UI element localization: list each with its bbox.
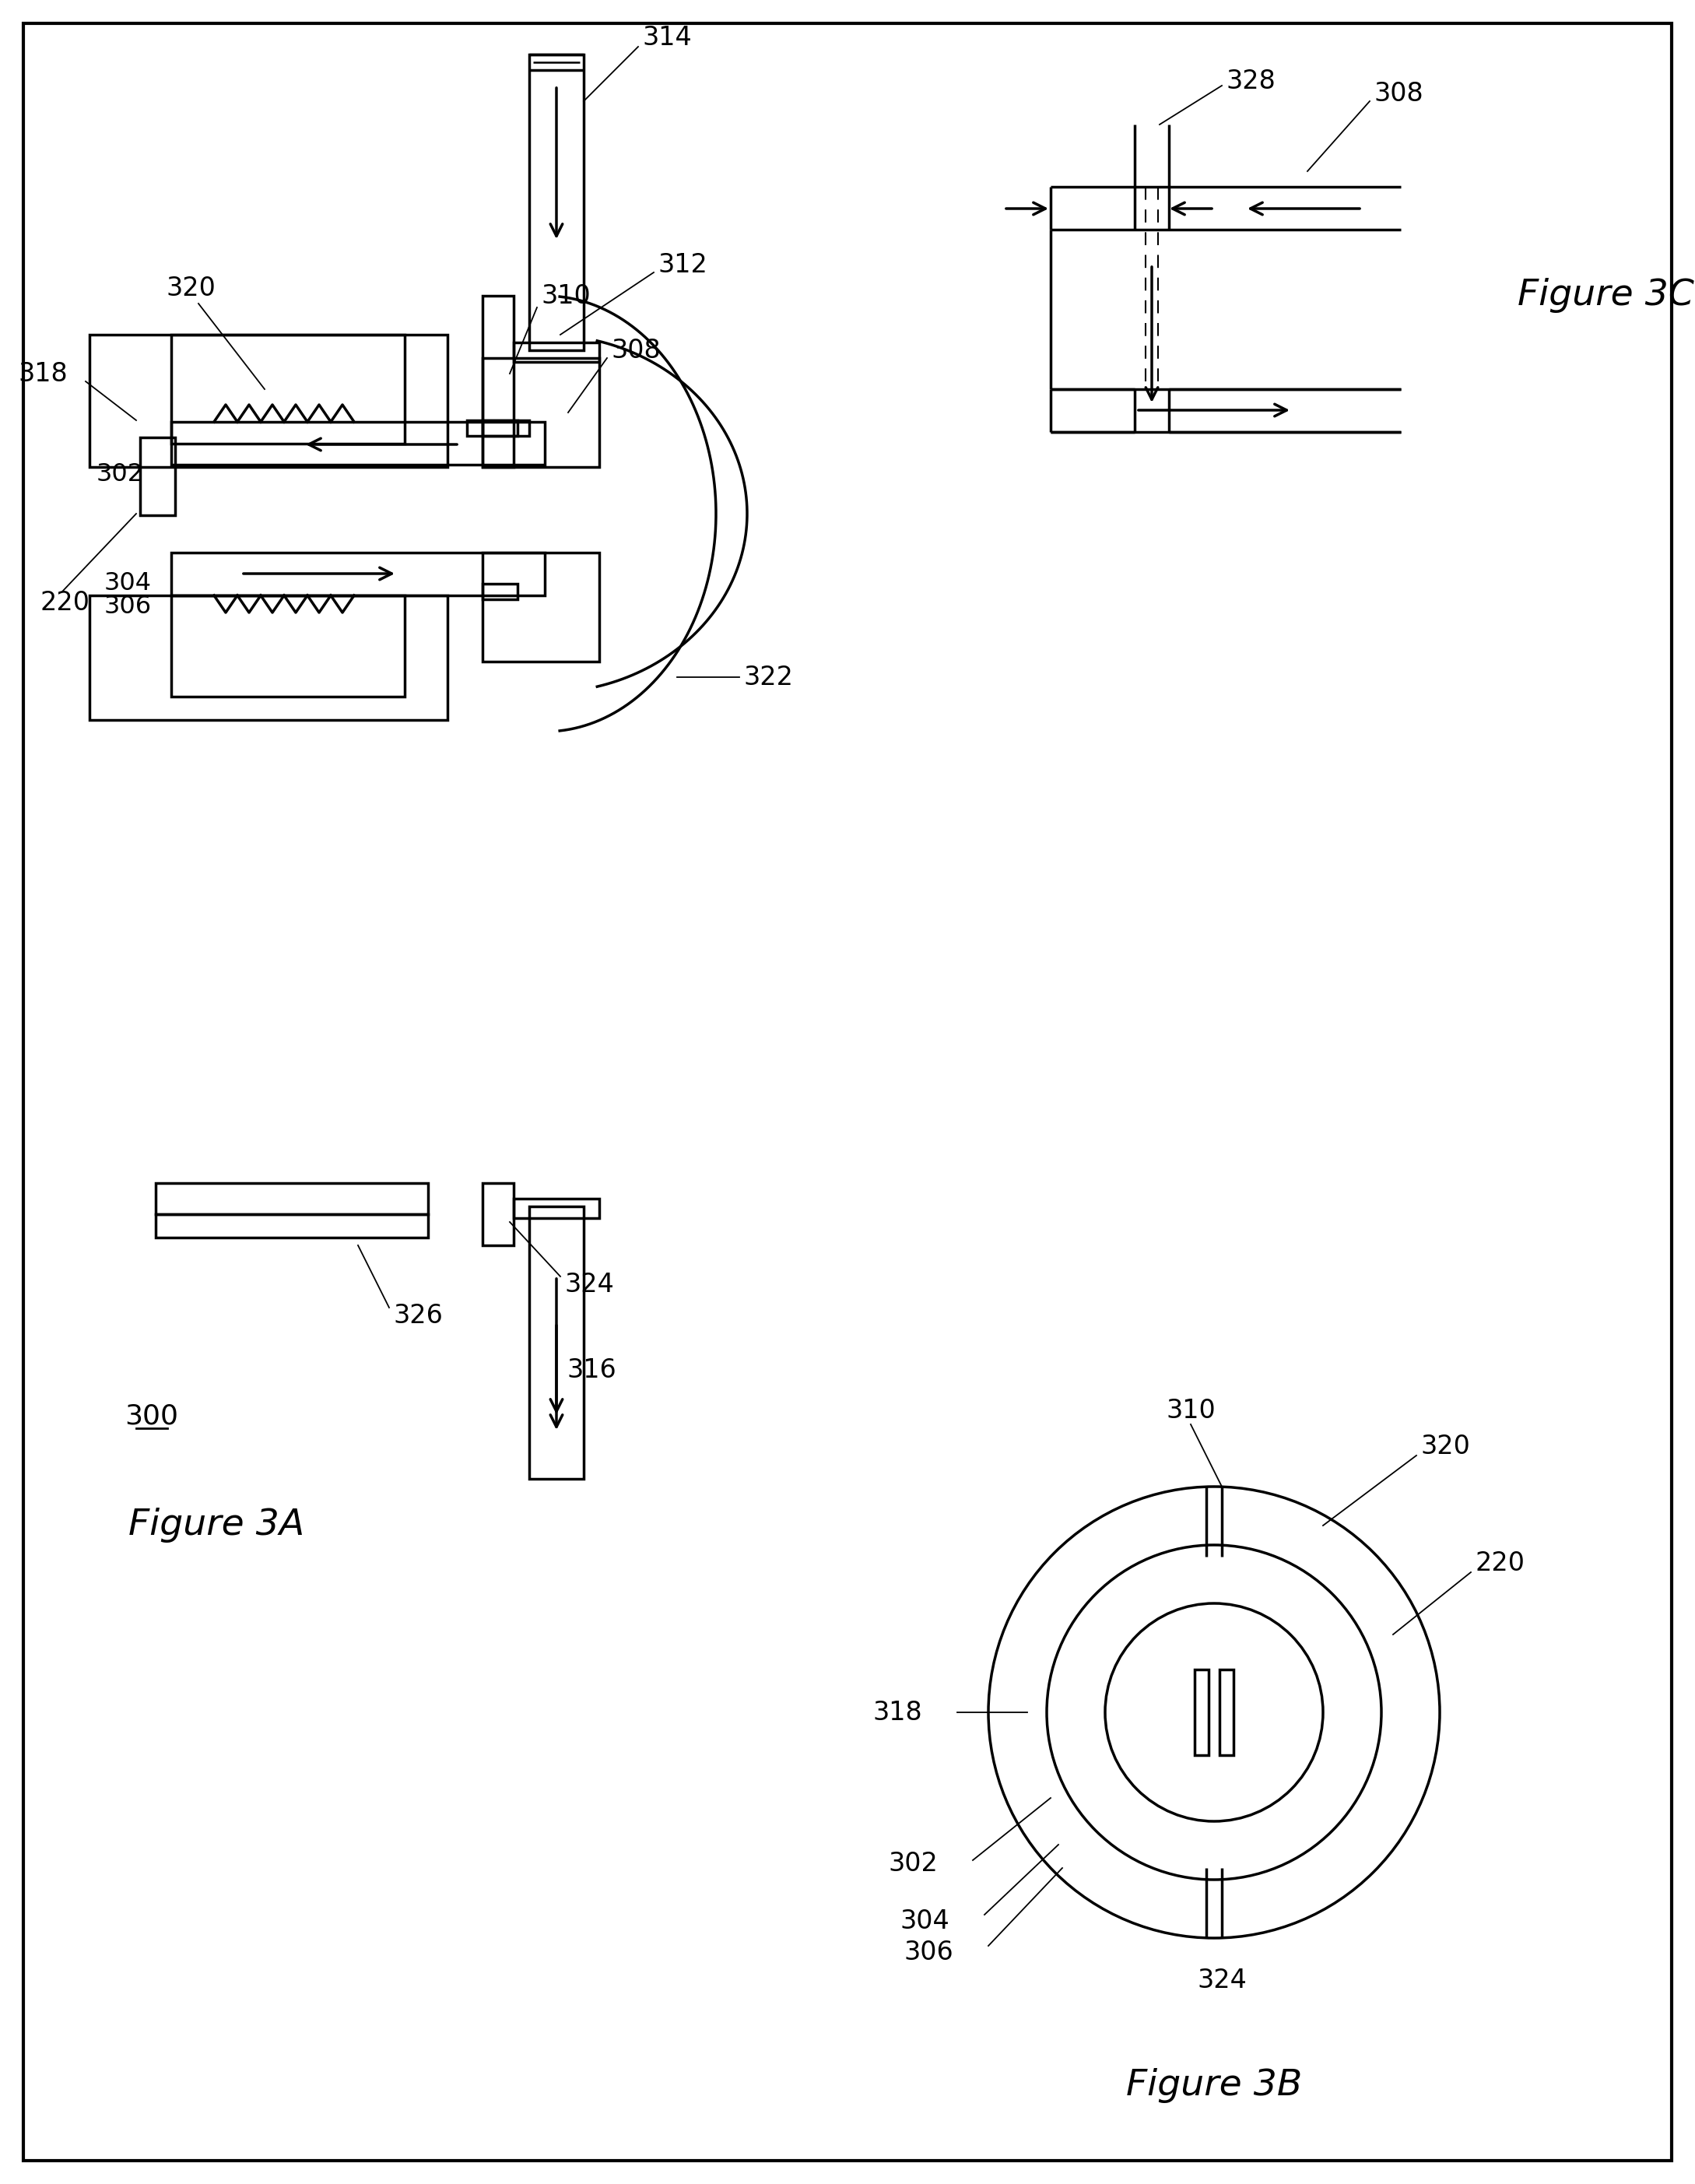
Bar xyxy=(483,358,600,467)
Text: 302: 302 xyxy=(97,463,144,487)
Text: 324: 324 xyxy=(564,1271,614,1297)
Text: 320: 320 xyxy=(166,275,215,301)
Text: 328: 328 xyxy=(1225,70,1275,94)
Text: 308: 308 xyxy=(1373,81,1424,107)
Bar xyxy=(483,553,600,662)
Bar xyxy=(1219,1669,1234,1756)
Bar xyxy=(171,334,405,443)
Bar xyxy=(514,343,600,363)
Bar xyxy=(466,419,529,437)
Bar xyxy=(156,1184,429,1214)
Text: 322: 322 xyxy=(742,664,793,690)
Text: 300: 300 xyxy=(125,1404,178,1431)
Text: Figure 3B: Figure 3B xyxy=(1125,2068,1302,2103)
Bar xyxy=(483,583,517,598)
Bar xyxy=(171,422,544,465)
Bar xyxy=(483,419,517,437)
Text: 306: 306 xyxy=(103,594,153,618)
Text: 308: 308 xyxy=(610,336,661,363)
Bar xyxy=(171,596,405,697)
Bar xyxy=(529,1206,583,1479)
Text: 310: 310 xyxy=(541,284,590,308)
Text: 326: 326 xyxy=(393,1302,442,1328)
Bar xyxy=(529,55,583,349)
Bar xyxy=(90,334,447,467)
Text: 316: 316 xyxy=(566,1356,617,1382)
Text: 306: 306 xyxy=(903,1939,953,1966)
Bar xyxy=(1195,1669,1209,1756)
Text: 320: 320 xyxy=(1420,1433,1470,1459)
Bar xyxy=(483,295,514,467)
Bar xyxy=(483,1184,514,1245)
Text: Figure 3A: Figure 3A xyxy=(129,1507,305,1544)
Bar xyxy=(171,553,544,596)
Bar xyxy=(156,1214,429,1238)
Text: 220: 220 xyxy=(1475,1551,1524,1575)
Text: 318: 318 xyxy=(19,360,68,387)
Text: 312: 312 xyxy=(658,251,707,277)
Text: 310: 310 xyxy=(1166,1398,1215,1424)
Text: 304: 304 xyxy=(105,572,153,596)
Text: 304: 304 xyxy=(900,1909,949,1933)
Text: 314: 314 xyxy=(642,24,692,50)
Text: 324: 324 xyxy=(1197,1968,1248,1994)
Text: Figure 3C: Figure 3C xyxy=(1517,277,1693,312)
Bar xyxy=(514,1199,600,1219)
Text: 220: 220 xyxy=(41,590,90,616)
Bar xyxy=(141,437,175,515)
Bar xyxy=(90,596,447,721)
Text: 302: 302 xyxy=(888,1852,937,1876)
Text: 318: 318 xyxy=(873,1699,922,1725)
